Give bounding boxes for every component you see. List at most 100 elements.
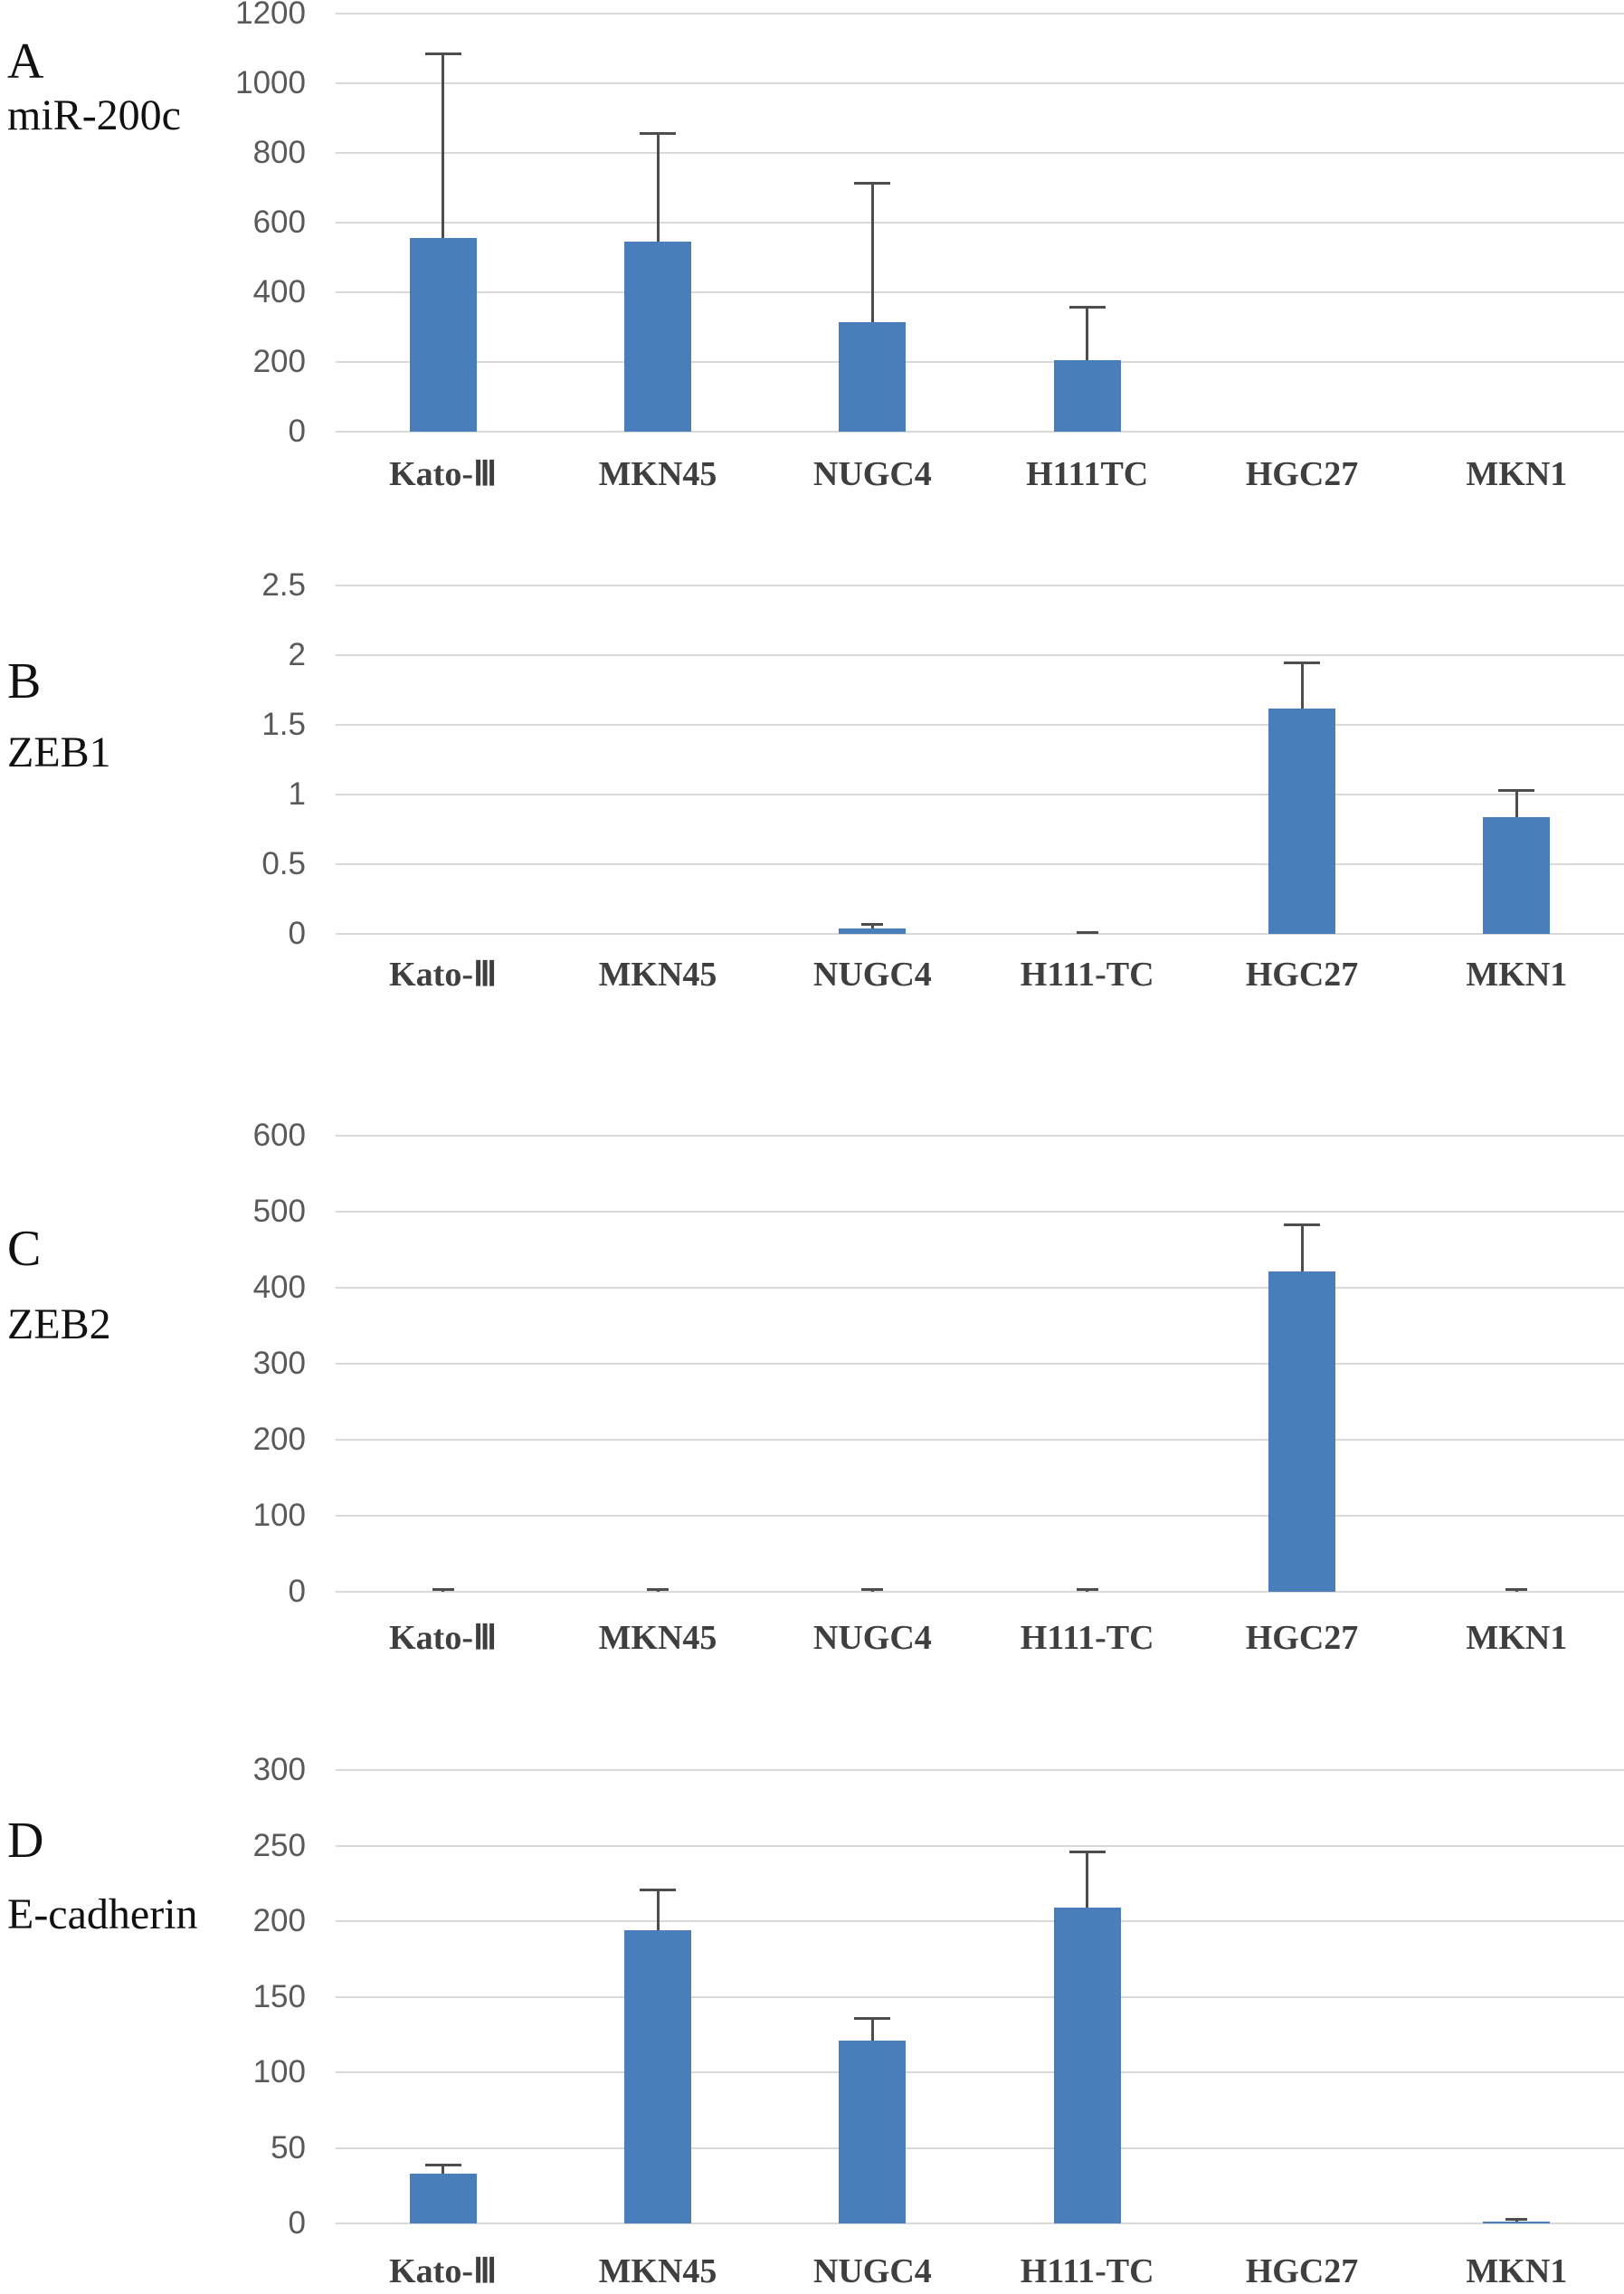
x-category-label: MKN45 — [598, 1619, 717, 1657]
error-bar-cap — [1068, 1851, 1106, 1854]
panel-a-letter: A — [7, 33, 44, 90]
error-bar-cap — [854, 182, 891, 186]
x-category-label: Kato-Ⅲ — [389, 1619, 498, 1657]
x-category-label: MKN45 — [598, 2252, 717, 2290]
y-tick-label: 300 — [252, 1752, 306, 1787]
x-category-label: MKN1 — [1466, 2252, 1568, 2290]
gridline — [336, 13, 1624, 14]
x-category-label: MKN1 — [1466, 1619, 1568, 1657]
x-category-label: Kato-Ⅲ — [389, 956, 498, 994]
y-tick-label: 100 — [252, 2054, 306, 2089]
error-bar-cap — [1505, 1588, 1528, 1592]
gridline — [336, 1211, 1624, 1213]
x-category-label: HGC27 — [1245, 1619, 1359, 1657]
gridline — [336, 1591, 1624, 1593]
y-tick-label: 0 — [288, 916, 306, 951]
x-category-label: NUGC4 — [812, 455, 932, 493]
x-category-label: NUGC4 — [812, 2252, 932, 2290]
error-bar-line — [870, 2017, 874, 2041]
gridline — [336, 863, 1624, 865]
y-tick-label: 2 — [288, 637, 306, 672]
error-bar-cap — [432, 1588, 454, 1592]
gridline — [336, 152, 1624, 154]
panel-d-gene: E-cadherin — [7, 1890, 198, 1938]
y-tick-label: 0 — [288, 1574, 306, 1609]
gridline — [336, 291, 1624, 293]
error-bar-line — [1086, 307, 1089, 361]
bar — [1483, 816, 1551, 934]
bar — [1268, 708, 1335, 934]
panel-c-gene: ZEB2 — [7, 1300, 111, 1348]
bar — [409, 237, 477, 432]
error-bar-line — [442, 2164, 445, 2174]
y-tick-label: 0.5 — [261, 846, 306, 881]
x-category-label: HGC27 — [1245, 956, 1359, 994]
gridline — [336, 933, 1624, 935]
error-bar-line — [870, 924, 874, 928]
x-category-label: Kato-Ⅲ — [389, 2252, 498, 2290]
gridline — [336, 1135, 1624, 1137]
error-bar-line — [1300, 1224, 1304, 1272]
error-bar-line — [656, 1889, 660, 1930]
y-tick-label: 50 — [271, 2129, 306, 2165]
y-tick-label: 600 — [252, 1118, 306, 1153]
bar — [624, 1930, 691, 2223]
error-bar-line — [442, 52, 445, 238]
gridline — [336, 724, 1624, 726]
y-tick-label: 100 — [252, 1498, 306, 1533]
gridline — [336, 654, 1624, 656]
gridline — [336, 585, 1624, 586]
error-bar-cap — [1498, 789, 1535, 793]
x-category-label: NUGC4 — [812, 1619, 932, 1657]
panel-b-letter: B — [7, 653, 42, 709]
gridline — [336, 431, 1624, 433]
gridline — [336, 1769, 1624, 1771]
gridline — [336, 1995, 1624, 1998]
error-bar-cap — [861, 1587, 884, 1591]
x-category-label: MKN1 — [1466, 956, 1568, 994]
x-category-label: HGC27 — [1245, 455, 1359, 493]
panel-d-letter: D — [7, 1813, 44, 1869]
error-bar-cap — [1068, 306, 1106, 309]
x-category-label: MKN45 — [598, 455, 717, 493]
x-category-label: HGC27 — [1245, 2252, 1359, 2290]
x-category-label: Kato-Ⅲ — [389, 455, 498, 493]
gridline — [336, 222, 1624, 224]
error-bar-line — [1515, 790, 1518, 817]
panel-a-gene: miR-200c — [7, 91, 181, 139]
y-tick-label: 0 — [288, 414, 306, 449]
error-bar-cap — [1076, 1587, 1098, 1591]
x-category-label: MKN45 — [598, 956, 717, 994]
gridline — [336, 1515, 1624, 1517]
error-bar-cap — [424, 2163, 461, 2166]
gridline — [336, 2071, 1624, 2073]
gridline — [336, 2223, 1624, 2224]
y-tick-label: 300 — [252, 1346, 306, 1381]
y-tick-label: 800 — [252, 135, 306, 170]
y-tick-label: 200 — [252, 1422, 306, 1457]
error-bar-cap — [640, 132, 676, 136]
bar — [839, 322, 907, 432]
y-tick-label: 400 — [252, 274, 306, 309]
y-tick-label: 200 — [252, 1903, 306, 1938]
error-bar-cap — [640, 1888, 676, 1891]
y-tick-label: 0 — [288, 2205, 306, 2241]
error-bar-cap — [1076, 930, 1098, 934]
error-bar-cap — [1284, 661, 1320, 664]
y-tick-label: 150 — [252, 1978, 306, 2014]
gridline — [336, 1920, 1624, 1922]
x-category-label: H111TC — [1026, 455, 1149, 493]
bar — [1053, 1907, 1121, 2223]
y-tick-label: 400 — [252, 1270, 306, 1305]
gridline — [336, 1439, 1624, 1441]
error-bar-line — [1086, 1851, 1089, 1908]
error-bar-line — [1300, 662, 1304, 709]
gridline — [336, 1287, 1624, 1289]
gridline — [336, 361, 1624, 363]
bar — [1483, 2222, 1551, 2223]
error-bar-line — [870, 183, 874, 323]
y-tick-label: 250 — [252, 1827, 306, 1863]
error-bar-cap — [861, 923, 884, 927]
y-tick-label: 200 — [252, 344, 306, 379]
